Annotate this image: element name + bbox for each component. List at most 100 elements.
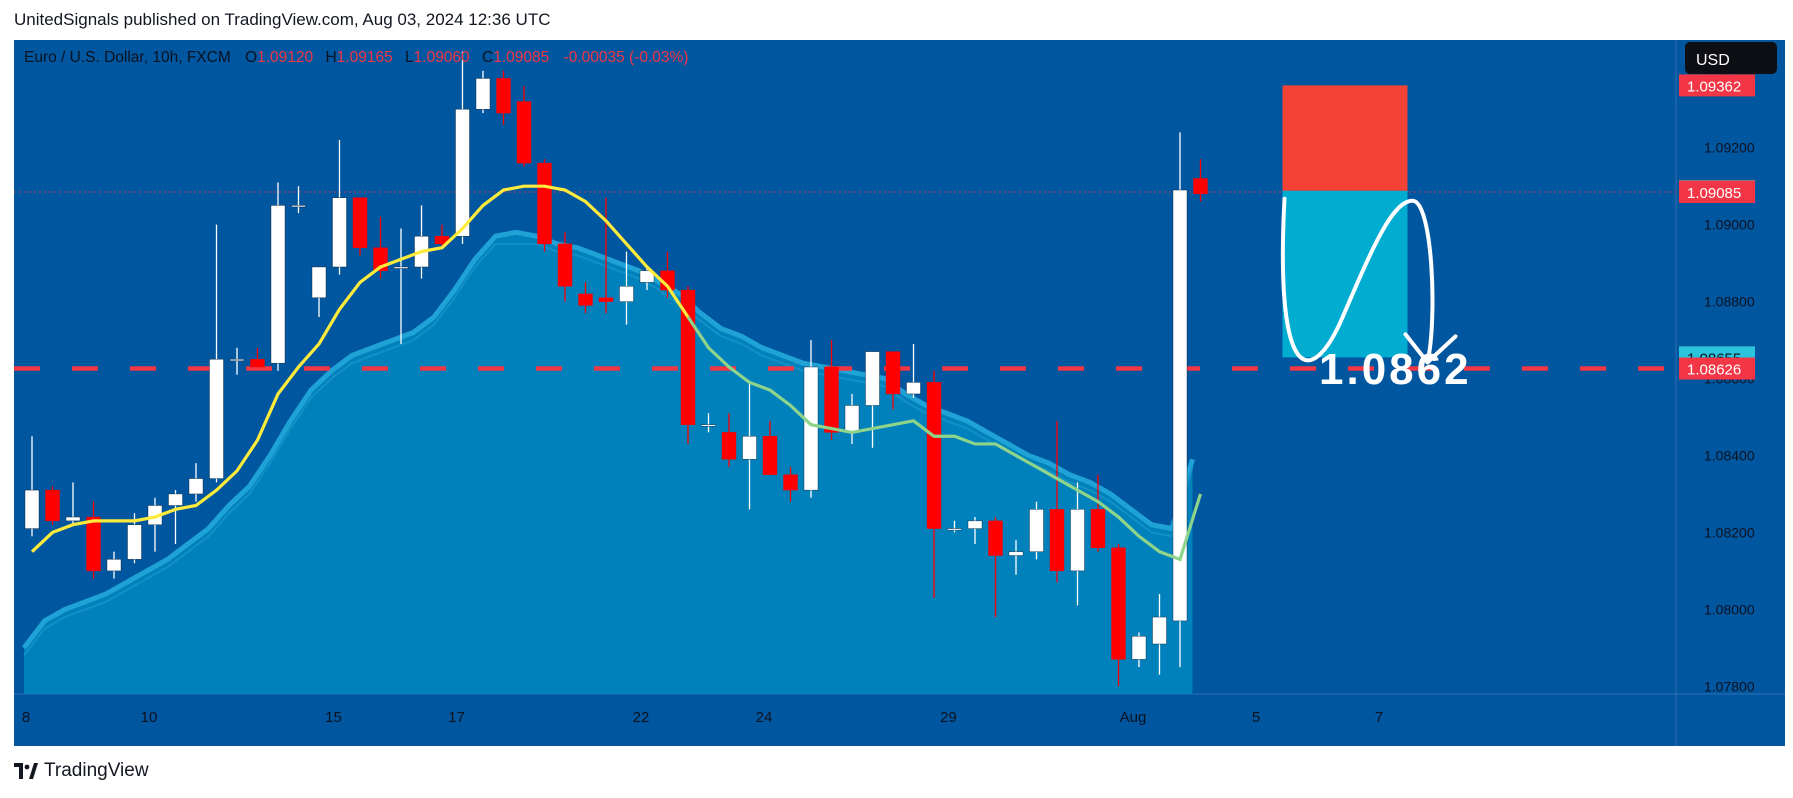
bearish-candle-body — [824, 366, 839, 433]
bullish-candle-body — [332, 197, 347, 268]
candle — [516, 86, 532, 167]
candle — [557, 232, 573, 302]
candle — [168, 490, 183, 544]
bearish-candle-body — [496, 78, 511, 114]
bullish-candle-body — [475, 78, 491, 110]
bullish-candle-body — [229, 359, 245, 362]
bearish-candle-body — [578, 293, 593, 306]
candle — [86, 501, 101, 579]
candle — [988, 517, 1003, 618]
candle — [1152, 593, 1167, 675]
currency-button-bg[interactable] — [1685, 42, 1777, 74]
candle — [209, 224, 224, 483]
candle — [803, 340, 819, 498]
price-tick-label: 1.09200 — [1704, 140, 1755, 156]
publisher-header: UnitedSignals published on TradingView.c… — [14, 10, 551, 29]
bullish-candle-body — [619, 286, 634, 302]
bullish-candle-body — [701, 424, 716, 427]
candle — [619, 251, 634, 325]
bullish-candle-body — [209, 359, 224, 479]
bullish-candle-body — [639, 270, 655, 283]
bullish-candle-body — [168, 493, 183, 506]
candle — [106, 551, 122, 579]
candle — [1070, 482, 1085, 606]
price-tick-label: 1.09000 — [1704, 217, 1755, 233]
cloud-fill — [24, 232, 1193, 694]
price-chart[interactable]: 1.078001.080001.082001.084001.086001.088… — [14, 40, 1785, 746]
bullish-candle-body — [1029, 509, 1044, 552]
time-tick-label: 29 — [940, 709, 957, 726]
candle — [742, 382, 757, 510]
currency-button[interactable]: USD — [1685, 42, 1777, 74]
candles — [24, 51, 1208, 687]
bearish-candle-body — [783, 474, 798, 491]
candle — [127, 513, 142, 564]
ohlc-legend: Euro / U.S. Dollar, 10h, FXCM O1.09120 H… — [24, 49, 688, 66]
target-price-annotation: 1.0862 — [1319, 345, 1472, 394]
price-tick-label: 1.08200 — [1704, 524, 1755, 540]
time-axis-labels: 8 10 15 17 22 24 29 Aug 5 7 — [22, 709, 1383, 726]
bearish-candle-body — [762, 436, 778, 475]
price-axis-panel — [1676, 40, 1785, 746]
bullish-candle-body — [865, 351, 880, 406]
bullish-candle-body — [291, 205, 306, 208]
candle — [1131, 632, 1147, 668]
candle — [455, 51, 470, 244]
bullish-candle-body — [24, 489, 40, 529]
candle — [598, 197, 614, 314]
candle — [906, 343, 921, 398]
price-tag: 1.09362 — [1679, 74, 1755, 97]
bullish-candle-body — [188, 478, 204, 495]
candle — [332, 140, 347, 275]
bearish-candle-body — [1111, 547, 1126, 660]
currency-button-label[interactable]: USD — [1696, 52, 1730, 69]
bullish-candle-body — [844, 405, 860, 433]
bullish-candle-body — [393, 266, 409, 269]
candle — [844, 393, 860, 444]
candle — [1029, 501, 1044, 560]
candle — [947, 520, 962, 533]
bearish-candle-body — [598, 297, 614, 302]
candle — [1049, 420, 1065, 583]
bullish-candle-body — [1152, 616, 1167, 645]
low-value: 1.09060 — [414, 49, 470, 66]
price-tag-bg — [1679, 180, 1755, 203]
bullish-candle-body — [1131, 636, 1147, 660]
price-tick-label: 1.08400 — [1704, 447, 1755, 463]
chart-frame[interactable]: 1.078001.080001.082001.084001.086001.088… — [14, 40, 1785, 746]
candle — [762, 420, 778, 475]
price-tick-label: 1.08000 — [1704, 601, 1755, 617]
candle — [65, 482, 81, 525]
bullish-candle-body — [127, 524, 142, 560]
wave-arrow-path — [1280, 196, 1435, 365]
candle — [270, 182, 286, 371]
candle — [1172, 132, 1188, 668]
take-profit-zone — [1282, 190, 1408, 358]
hand-drawn-annotation — [1280, 196, 1458, 365]
cloud-upper-edge — [22, 229, 1195, 650]
candle — [926, 370, 942, 598]
bullish-candle-body — [1172, 189, 1188, 622]
bullish-candle-body — [1070, 509, 1085, 572]
tradingview-brand: TradingView — [44, 760, 149, 781]
candle — [1008, 540, 1024, 575]
candle — [824, 340, 839, 441]
price-tag-label: 1.09085 — [1687, 185, 1741, 202]
short-position-tool[interactable] — [1282, 85, 1408, 358]
time-tick-label: 22 — [633, 709, 650, 726]
bearish-candle-body — [988, 520, 1003, 556]
price-tag: 1.08626 — [1679, 357, 1755, 380]
bearish-candle-body — [537, 162, 552, 245]
candle — [1111, 543, 1126, 687]
fast-ema-line-continued — [686, 316, 1203, 562]
candle — [660, 251, 675, 298]
candle — [291, 186, 306, 214]
candle — [311, 266, 327, 317]
high-value: 1.09165 — [337, 49, 393, 66]
bearish-candle-body — [926, 382, 942, 529]
price-tag-label: 1.09362 — [1687, 78, 1741, 95]
time-tick-label: 10 — [141, 709, 158, 726]
candle — [578, 282, 593, 314]
candle — [352, 197, 368, 256]
